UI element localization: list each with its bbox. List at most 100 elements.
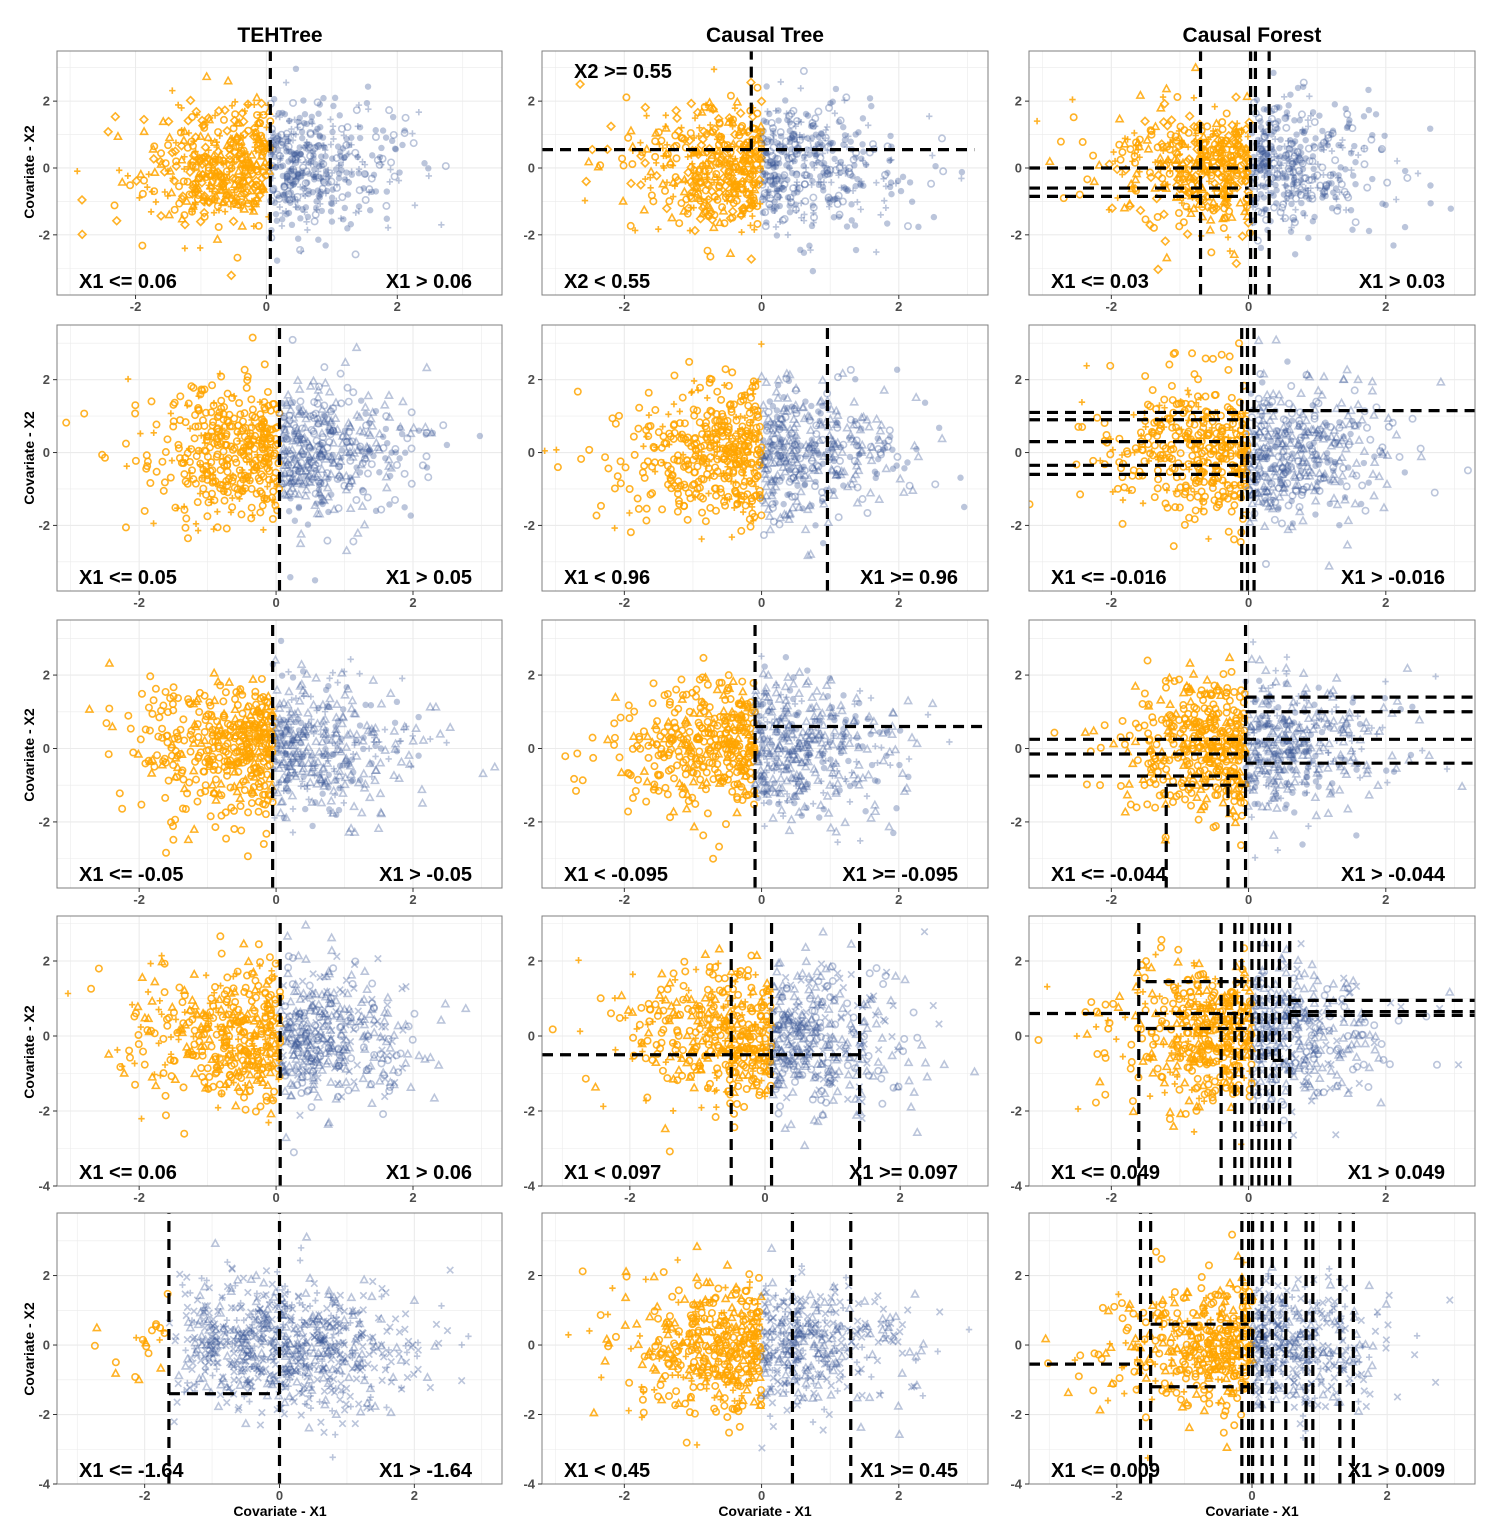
point-right-group bbox=[807, 122, 815, 130]
point-right-group bbox=[757, 459, 768, 469]
point-left-group bbox=[1205, 178, 1213, 185]
point-right-group bbox=[355, 208, 363, 215]
point-left-group bbox=[1217, 350, 1226, 359]
point-right-group bbox=[298, 451, 306, 458]
point-right-group bbox=[273, 190, 282, 199]
point-right-group bbox=[815, 181, 823, 189]
point-left-group bbox=[1178, 137, 1185, 144]
point-left-group bbox=[577, 454, 586, 463]
point-right-group bbox=[1295, 155, 1304, 164]
point-left-group bbox=[1029, 500, 1034, 509]
point-right-group bbox=[279, 479, 288, 488]
point-right-group bbox=[1336, 188, 1343, 196]
point-right-group bbox=[307, 458, 316, 467]
point-left-group bbox=[177, 191, 188, 202]
point-right-group bbox=[1279, 170, 1286, 177]
point-right-group bbox=[779, 184, 788, 193]
point-right-group bbox=[771, 476, 778, 483]
point-right-group bbox=[1289, 470, 1300, 480]
point-left-group bbox=[661, 203, 672, 214]
point-right-group bbox=[849, 436, 860, 446]
point-right-group bbox=[1301, 173, 1310, 182]
point-right-group bbox=[343, 176, 350, 183]
point-right-group bbox=[1256, 451, 1267, 460]
point-left-group bbox=[170, 205, 179, 214]
point-right-group bbox=[768, 428, 779, 438]
point-right-group bbox=[282, 435, 291, 444]
point-left-group bbox=[750, 512, 759, 521]
point-left-group bbox=[720, 417, 729, 426]
point-right-group bbox=[386, 472, 394, 480]
point-left-group bbox=[1160, 236, 1171, 247]
point-right-group bbox=[1309, 109, 1317, 116]
panel-border bbox=[56, 50, 503, 296]
point-right-group bbox=[342, 141, 351, 150]
point-left-group bbox=[1232, 139, 1243, 149]
point-right-group bbox=[317, 464, 327, 473]
point-right-group bbox=[371, 437, 382, 447]
point-left-group bbox=[266, 479, 274, 486]
point-right-group bbox=[381, 482, 392, 492]
x-tick-label: 2 bbox=[895, 595, 902, 610]
point-right-group bbox=[1367, 135, 1376, 144]
point-right-group bbox=[865, 449, 875, 459]
point-right-group bbox=[1369, 131, 1376, 139]
point-right-group bbox=[881, 170, 890, 179]
point-right-group bbox=[826, 433, 836, 443]
point-left-group bbox=[1242, 151, 1253, 162]
point-right-group bbox=[1275, 477, 1286, 487]
point-right-group bbox=[313, 399, 322, 408]
point-right-group bbox=[1293, 479, 1304, 489]
point-right-group bbox=[1267, 503, 1278, 513]
point-right-group bbox=[827, 195, 834, 203]
point-right-group bbox=[1271, 164, 1279, 172]
point-left-group bbox=[749, 212, 756, 220]
point-right-group bbox=[407, 444, 416, 453]
point-right-group bbox=[871, 468, 879, 475]
point-left-group bbox=[209, 417, 218, 426]
point-right-group bbox=[308, 118, 315, 125]
point-right-group bbox=[826, 140, 833, 148]
point-right-group bbox=[848, 217, 855, 224]
point-left-group bbox=[189, 383, 198, 392]
point-right-group bbox=[319, 142, 326, 149]
point-left-group bbox=[735, 108, 746, 119]
point-left-group bbox=[721, 365, 730, 374]
point-right-group bbox=[396, 169, 403, 176]
point-left-group bbox=[190, 150, 199, 159]
point-right-group bbox=[785, 508, 796, 517]
point-right-group bbox=[1381, 132, 1388, 139]
point-right-group bbox=[1297, 408, 1308, 418]
point-right-group bbox=[287, 167, 295, 174]
point-right-group bbox=[1276, 144, 1283, 152]
point-left-group bbox=[1146, 126, 1155, 135]
point-right-group bbox=[1289, 165, 1296, 172]
point-right-group bbox=[792, 495, 802, 505]
point-right-group bbox=[1310, 142, 1317, 149]
point-right-group bbox=[1355, 151, 1362, 159]
point-left-group bbox=[1190, 370, 1199, 379]
point-left-group bbox=[1208, 484, 1217, 493]
point-left-group bbox=[647, 184, 654, 192]
point-left-group bbox=[248, 458, 255, 466]
point-left-group bbox=[755, 491, 764, 500]
point-left-group bbox=[250, 165, 257, 172]
point-right-group bbox=[1273, 169, 1282, 178]
point-left-group bbox=[124, 375, 132, 383]
point-left-group bbox=[142, 464, 151, 473]
point-right-group bbox=[286, 475, 297, 485]
point-right-group bbox=[1332, 194, 1339, 201]
point-right-group bbox=[283, 389, 294, 399]
point-left-group bbox=[247, 395, 256, 404]
point-right-group bbox=[275, 407, 286, 417]
point-right-group bbox=[798, 214, 805, 221]
point-left-group bbox=[111, 215, 122, 226]
point-right-group bbox=[324, 452, 333, 461]
point-right-group bbox=[1285, 137, 1292, 145]
point-right-group bbox=[325, 508, 332, 516]
point-right-group bbox=[295, 467, 304, 476]
point-right-group bbox=[1260, 133, 1269, 142]
point-right-group bbox=[787, 474, 796, 483]
point-right-group bbox=[306, 412, 315, 421]
point-right-group bbox=[1304, 176, 1313, 185]
